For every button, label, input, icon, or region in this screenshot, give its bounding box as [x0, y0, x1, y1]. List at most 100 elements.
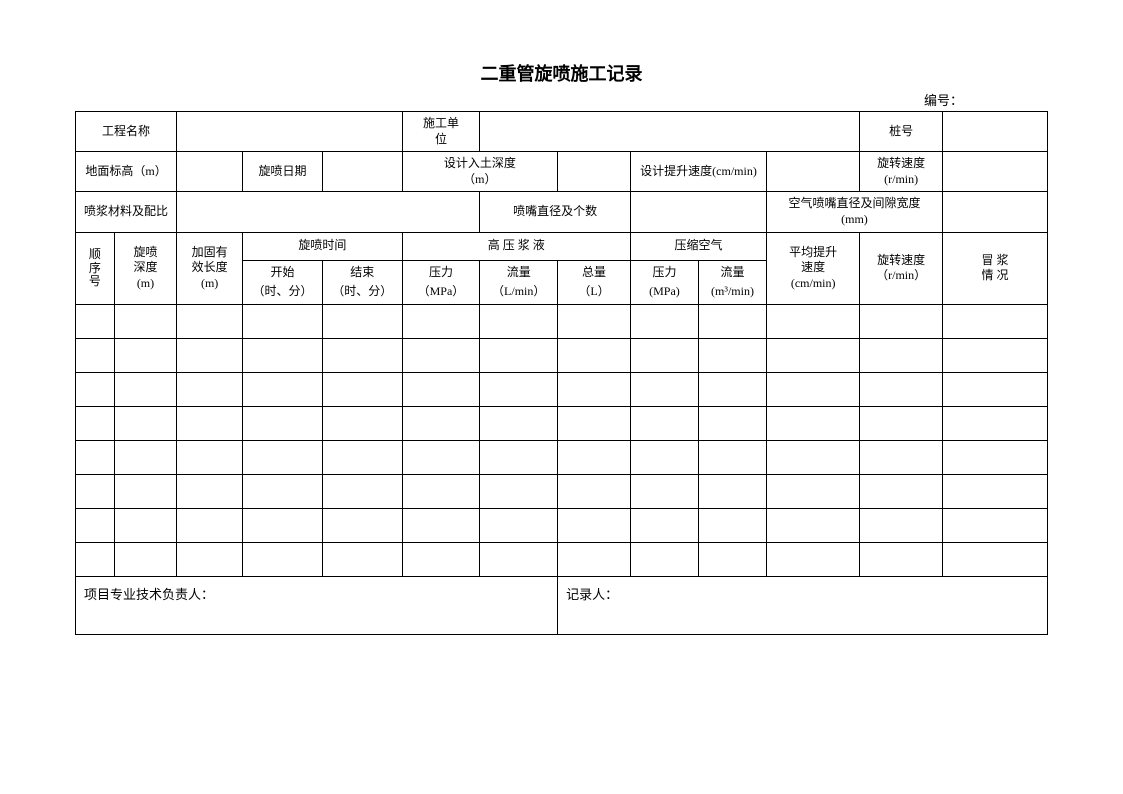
val-rot-speed — [942, 152, 1047, 192]
hdr-rot-speed2: 旋转速度 （r/min） — [860, 232, 943, 304]
table-cell — [558, 304, 631, 338]
table-cell — [699, 508, 767, 542]
table-cell — [630, 372, 698, 406]
table-cell — [402, 508, 480, 542]
table-row — [76, 406, 1048, 440]
table-cell — [322, 338, 402, 372]
table-cell — [480, 338, 558, 372]
table-cell — [558, 542, 631, 576]
table-cell — [177, 474, 243, 508]
table-cell — [942, 474, 1047, 508]
hdr-start-unit: （时、分） — [243, 282, 323, 304]
table-cell — [699, 338, 767, 372]
table-cell — [243, 474, 323, 508]
lbl-pile-no: 桩号 — [860, 112, 943, 152]
lbl-construction-unit: 施工单 位 — [402, 112, 480, 152]
table-cell — [402, 406, 480, 440]
val-design-depth — [558, 152, 631, 192]
table-cell — [767, 508, 860, 542]
table-cell — [402, 542, 480, 576]
table-cell — [76, 372, 115, 406]
table-cell — [177, 542, 243, 576]
table-cell — [177, 372, 243, 406]
hdr-seq: 顺 序 号 — [76, 232, 115, 304]
table-row — [76, 372, 1048, 406]
hdr-l: （L） — [558, 282, 631, 304]
table-cell — [322, 372, 402, 406]
val-design-lift-speed — [767, 152, 860, 192]
table-cell — [699, 542, 767, 576]
table-cell — [480, 542, 558, 576]
table-cell — [767, 474, 860, 508]
hdr-reinforce-len: 加固有 效长度 (m) — [177, 232, 243, 304]
table-cell — [860, 304, 943, 338]
table-cell — [860, 440, 943, 474]
table-cell — [942, 406, 1047, 440]
hdr-total: 总量 — [558, 260, 631, 282]
table-row — [76, 542, 1048, 576]
table-cell — [76, 440, 115, 474]
table-cell — [630, 338, 698, 372]
table-cell — [322, 474, 402, 508]
table-cell — [480, 372, 558, 406]
table-cell — [860, 338, 943, 372]
hdr-start: 开始 — [243, 260, 323, 282]
table-cell — [480, 440, 558, 474]
table-cell — [942, 338, 1047, 372]
table-cell — [177, 338, 243, 372]
table-cell — [243, 304, 323, 338]
hdr-grout-overflow: 冒 浆 情 况 — [942, 232, 1047, 304]
table-cell — [558, 508, 631, 542]
val-jet-date — [322, 152, 402, 192]
hdr-jet-time: 旋喷时间 — [243, 232, 402, 260]
hdr-flow1: 流量 — [480, 260, 558, 282]
hdr-avg-lift: 平均提升 速度 (cm/min) — [767, 232, 860, 304]
table-cell — [630, 474, 698, 508]
hdr-m3min: (m³/min) — [699, 282, 767, 304]
lbl-jet-date: 旋喷日期 — [243, 152, 323, 192]
hdr-mpa: （MPa） — [402, 282, 480, 304]
table-cell — [630, 542, 698, 576]
lbl-nozzle-diam: 喷嘴直径及个数 — [480, 192, 631, 232]
number-label: 编号： — [75, 90, 1048, 109]
lbl-air-nozzle: 空气喷嘴直径及间隙宽度 (mm) — [767, 192, 943, 232]
record-table: 工程名称 施工单 位 桩号 地面标高（m） 旋喷日期 设计入土深度 （m） 设计… — [75, 111, 1048, 635]
table-cell — [76, 474, 115, 508]
val-air-nozzle — [942, 192, 1047, 232]
table-cell — [114, 542, 176, 576]
table-cell — [699, 372, 767, 406]
val-construction-unit — [480, 112, 860, 152]
table-cell — [243, 406, 323, 440]
lbl-design-depth: 设计入土深度 （m） — [402, 152, 558, 192]
table-cell — [860, 406, 943, 440]
footer-tech-lead: 项目专业技术负责人： — [76, 576, 558, 634]
hdr-lmin: （L/min） — [480, 282, 558, 304]
table-row — [76, 440, 1048, 474]
page-title: 二重管旋喷施工记录 — [75, 60, 1048, 86]
table-cell — [942, 508, 1047, 542]
hdr-pressure1: 压力 — [402, 260, 480, 282]
table-cell — [402, 440, 480, 474]
hdr-end: 结束 — [322, 260, 402, 282]
table-cell — [767, 304, 860, 338]
hdr-comp-air: 压缩空气 — [630, 232, 766, 260]
table-cell — [322, 440, 402, 474]
table-cell — [114, 440, 176, 474]
table-cell — [558, 406, 631, 440]
table-cell — [177, 440, 243, 474]
val-ground-elev — [177, 152, 243, 192]
hdr-mpa2: (MPa) — [630, 282, 698, 304]
table-cell — [630, 304, 698, 338]
table-cell — [76, 508, 115, 542]
table-row — [76, 338, 1048, 372]
table-cell — [114, 372, 176, 406]
table-cell — [942, 372, 1047, 406]
table-cell — [114, 406, 176, 440]
table-cell — [177, 304, 243, 338]
table-cell — [558, 338, 631, 372]
table-cell — [767, 406, 860, 440]
table-cell — [322, 508, 402, 542]
hdr-hp-grout: 高 压 浆 液 — [402, 232, 630, 260]
table-cell — [860, 474, 943, 508]
table-row — [76, 508, 1048, 542]
